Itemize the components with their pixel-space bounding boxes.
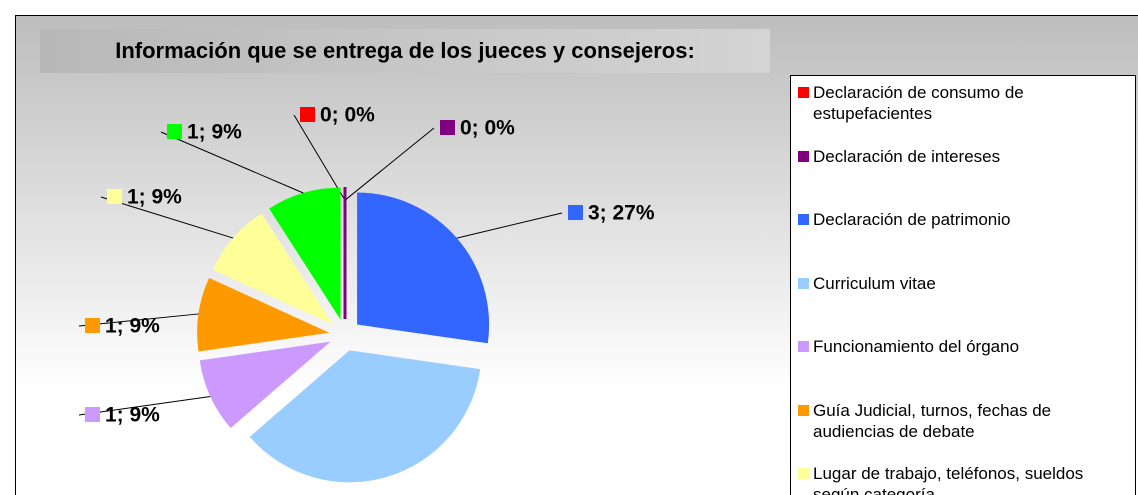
chart-title: Información que se entrega de los jueces… [115,38,695,63]
legend-label: Declaración de intereses [813,146,1001,166]
leader-line [78,395,211,416]
leader-line [100,196,234,239]
label-swatch [85,318,100,333]
pie-slice [269,187,341,320]
legend-label: Lugar de trabajo, teléfonos, sueldos seg… [813,464,1084,495]
leader-line [344,127,435,201]
leader-line [293,114,346,201]
legend-label: Funcionamiento del órgano [813,337,1020,356]
label-swatch [300,107,315,122]
data-label: 0; 0% [460,117,515,140]
title-box [40,29,770,73]
legend-swatch [798,150,809,162]
legend-entry: Declaración de patrimonio [798,209,1128,230]
pie-slice [197,277,330,352]
legend-entry: Funcionamiento del órgano [798,336,1128,357]
legend-swatch [798,468,809,479]
legend-label: Declaración de consumo de estupefaciente… [813,83,1024,123]
legend-entry: Declaración de intereses [798,146,1128,167]
data-label: 1; 9% [105,404,160,427]
data-label: 3; 27% [588,202,655,225]
legend-label: Guía Judicial, turnos, fechas de audienc… [813,400,1052,441]
data-label: 1; 9% [187,121,242,144]
legend-swatch [798,404,809,416]
leader-line [456,212,563,239]
legend-entry: Lugar de trabajo, teléfonos, sueldos seg… [798,463,1128,495]
label-swatch [85,407,100,422]
legend-swatch [798,341,809,352]
leader-line [160,131,304,194]
label-swatch [440,120,455,135]
label-swatch [568,205,583,220]
data-label: 1; 9% [127,186,182,209]
legend-swatch [798,214,809,225]
legend-swatch [798,277,809,289]
pie-slice [357,192,490,344]
data-label: 1; 9% [105,315,160,338]
legend-swatch [798,87,809,98]
label-swatch [107,189,122,204]
legend-entry: Declaración de consumo de estupefaciente… [798,82,1128,124]
pie-slice [249,350,481,483]
legend-label: Curriculum vitae [813,273,936,293]
legend: Declaración de consumo de estupefaciente… [790,75,1136,495]
data-label: 0; 0% [320,104,375,127]
legend-entry: Guía Judicial, turnos, fechas de audienc… [798,400,1128,442]
legend-label: Declaración de patrimonio [813,210,1011,229]
label-swatch [167,124,182,139]
pie-slice [212,213,333,325]
pie-slice [199,341,331,429]
legend-entry: Curriculum vitae [798,273,1128,294]
